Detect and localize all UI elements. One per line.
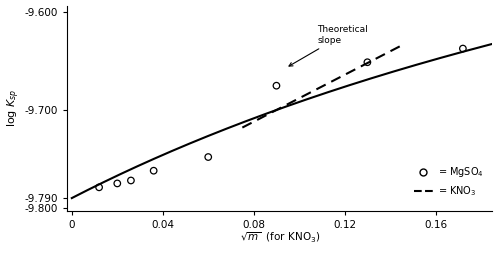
Point (459, 46, 467, 51)
Legend: = MgSO$_4$, = KNO$_3$: = MgSO$_4$, = KNO$_3$ (410, 161, 488, 202)
Text: Theoretical
slope: Theoretical slope (289, 25, 368, 66)
X-axis label: $\sqrt{m}$  (for KNO$_3$): $\sqrt{m}$ (for KNO$_3$) (240, 231, 320, 245)
Point (272, 84, 280, 88)
Point (127, 178, 135, 183)
Point (364, 60, 372, 64)
Point (95, 185, 103, 190)
Y-axis label: log $K_{sp}$: log $K_{sp}$ (5, 89, 22, 127)
Point (150, 168, 158, 173)
Point (114, 181, 122, 186)
Point (204, 155, 212, 159)
